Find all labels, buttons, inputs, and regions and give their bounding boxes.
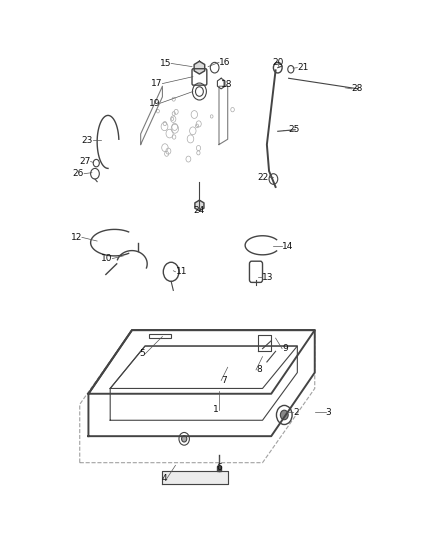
Text: 23: 23 xyxy=(81,136,93,145)
Text: 27: 27 xyxy=(79,157,91,166)
Text: 6: 6 xyxy=(216,464,222,472)
Text: 1: 1 xyxy=(213,405,219,414)
Circle shape xyxy=(280,410,288,419)
Text: 21: 21 xyxy=(297,63,309,72)
Bar xyxy=(217,466,221,471)
Text: 12: 12 xyxy=(71,233,82,242)
Text: 8: 8 xyxy=(256,366,262,374)
Text: 15: 15 xyxy=(159,59,171,68)
Polygon shape xyxy=(195,200,204,211)
Text: 24: 24 xyxy=(194,206,205,215)
Text: 7: 7 xyxy=(221,376,227,385)
Text: 18: 18 xyxy=(221,80,233,89)
Text: 5: 5 xyxy=(139,350,145,359)
Circle shape xyxy=(182,435,187,442)
Bar xyxy=(149,334,171,338)
Text: 17: 17 xyxy=(151,79,162,88)
Text: 25: 25 xyxy=(289,125,300,134)
Text: 14: 14 xyxy=(282,242,293,251)
Text: 19: 19 xyxy=(149,99,160,108)
Text: 28: 28 xyxy=(352,84,363,93)
Text: 4: 4 xyxy=(161,474,167,483)
Polygon shape xyxy=(162,471,228,484)
Text: 26: 26 xyxy=(73,169,84,178)
Text: 9: 9 xyxy=(282,344,288,353)
Text: 10: 10 xyxy=(101,254,113,263)
Text: 11: 11 xyxy=(176,268,187,276)
Text: 2: 2 xyxy=(293,408,299,417)
Text: 3: 3 xyxy=(325,408,332,417)
Text: 22: 22 xyxy=(258,173,269,182)
Text: 13: 13 xyxy=(261,272,273,281)
Polygon shape xyxy=(194,61,205,74)
Text: 16: 16 xyxy=(219,58,230,67)
Text: 20: 20 xyxy=(272,58,283,67)
